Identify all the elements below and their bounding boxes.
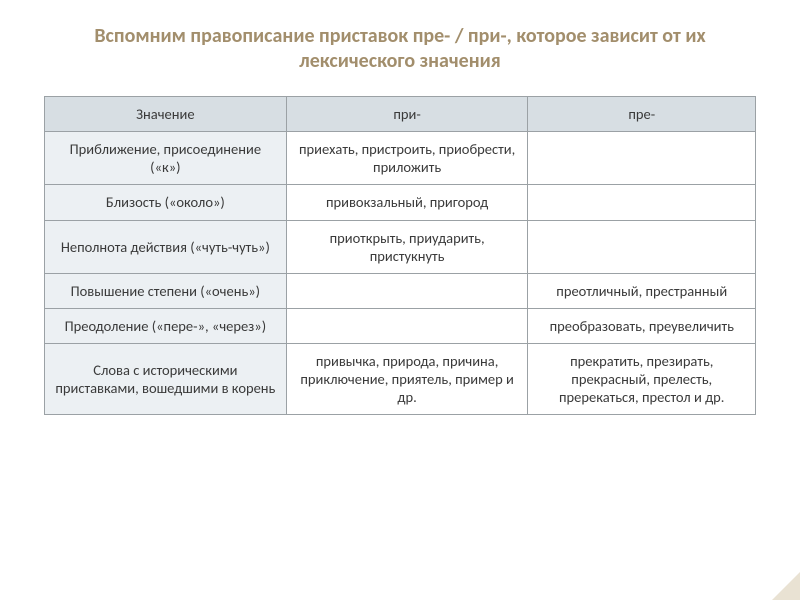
table-row: Повышение степени («очень») преотличный,… bbox=[45, 273, 756, 308]
rules-table: Значение при- пре- Приближение, присоеди… bbox=[44, 96, 756, 415]
table-row: Неполнота действия («чуть-чуть») приоткр… bbox=[45, 220, 756, 273]
corner-decoration-icon bbox=[772, 572, 800, 600]
cell-meaning: Преодоление («пере-», «через») bbox=[45, 308, 287, 343]
cell-pri: приехать, пристроить, приобрести, прилож… bbox=[286, 132, 528, 185]
cell-pri bbox=[286, 273, 528, 308]
cell-pre bbox=[528, 132, 756, 185]
slide-title: Вспомним правописание приставок пре- / п… bbox=[44, 24, 756, 74]
cell-meaning: Приближение, присоединение («к») bbox=[45, 132, 287, 185]
table-row: Слова с историческими приставками, вошед… bbox=[45, 344, 756, 415]
table-row: Преодоление («пере-», «через») преобразо… bbox=[45, 308, 756, 343]
cell-pre bbox=[528, 185, 756, 220]
header-pre: пре- bbox=[528, 97, 756, 132]
cell-meaning: Близость («около») bbox=[45, 185, 287, 220]
cell-pre: прекратить, презирать, прекрасный, преле… bbox=[528, 344, 756, 415]
cell-pre bbox=[528, 220, 756, 273]
cell-pri: привокзальный, пригород bbox=[286, 185, 528, 220]
cell-pre: преобразовать, преувеличить bbox=[528, 308, 756, 343]
header-meaning: Значение bbox=[45, 97, 287, 132]
table-header-row: Значение при- пре- bbox=[45, 97, 756, 132]
cell-pre: преотличный, престранный bbox=[528, 273, 756, 308]
cell-pri bbox=[286, 308, 528, 343]
cell-meaning: Слова с историческими приставками, вошед… bbox=[45, 344, 287, 415]
cell-meaning: Неполнота действия («чуть-чуть») bbox=[45, 220, 287, 273]
cell-meaning: Повышение степени («очень») bbox=[45, 273, 287, 308]
cell-pri: приоткрыть, приударить, пристукнуть bbox=[286, 220, 528, 273]
table-row: Близость («около») привокзальный, пригор… bbox=[45, 185, 756, 220]
table-row: Приближение, присоединение («к») приехат… bbox=[45, 132, 756, 185]
header-pri: при- bbox=[286, 97, 528, 132]
cell-pri: привычка, природа, причина, приключение,… bbox=[286, 344, 528, 415]
